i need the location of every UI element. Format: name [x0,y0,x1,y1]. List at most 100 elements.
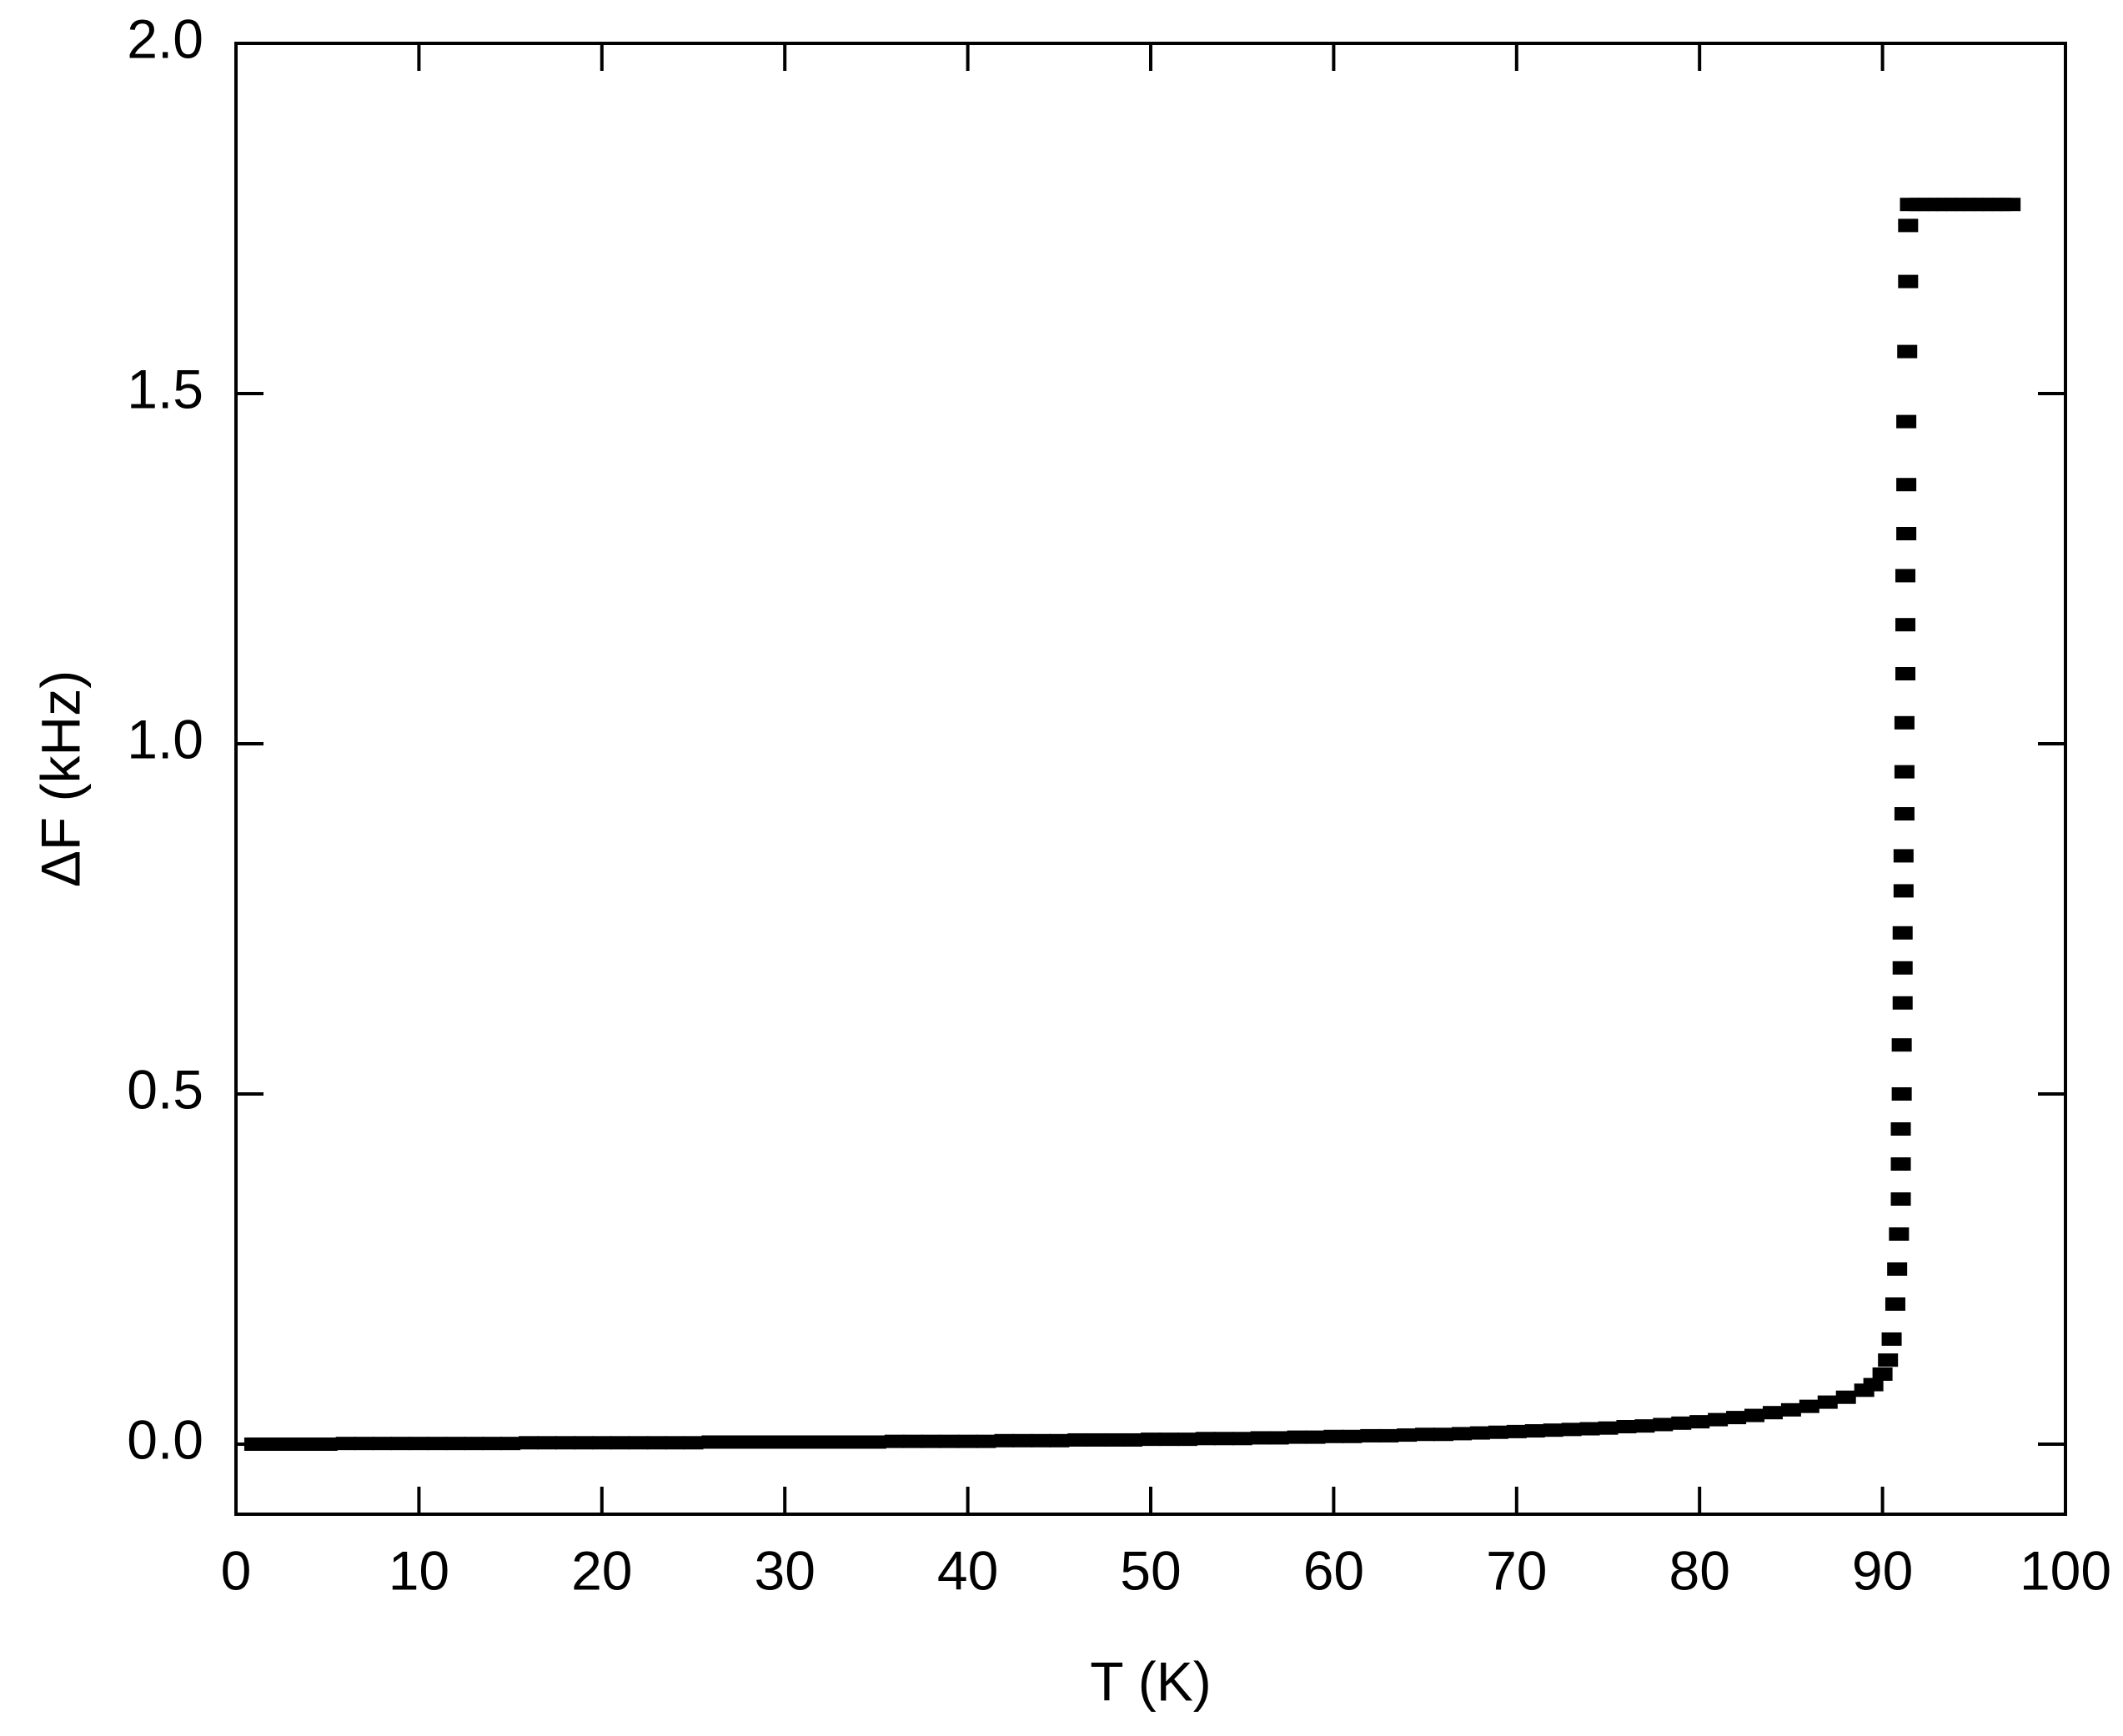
x-tick-label: 40 [937,1539,998,1601]
data-point [1415,1427,1436,1442]
x-tick-label: 100 [2020,1539,2111,1601]
data-point [1895,569,1916,583]
data-point [610,1436,630,1450]
data-point [591,1436,612,1450]
data-point [1158,1432,1179,1447]
data-point [1561,1422,1582,1437]
data-point [1881,1332,1902,1346]
data-point [1543,1423,1563,1437]
y-axis-label: ΔF (kHz) [29,670,91,887]
data-point [1671,1416,1692,1430]
data-point [2000,198,2021,212]
x-tick-label: 10 [389,1539,449,1601]
data-point [1012,1433,1033,1448]
data-point [1195,1432,1216,1446]
data-point [555,1436,575,1450]
y-tick-label: 1.5 [127,358,203,419]
data-point [994,1433,1015,1448]
data-point [1895,618,1916,632]
data-point [1689,1415,1710,1429]
data-point [1122,1432,1143,1447]
data-point [1892,996,1913,1010]
data-point [1305,1430,1326,1444]
data-point [243,1437,264,1451]
data-point [1890,1122,1911,1136]
data-point [1726,1411,1747,1425]
data-point [1397,1428,1418,1442]
data-point [1891,1087,1912,1101]
x-tick-label: 90 [1852,1539,1913,1601]
x-tick-label: 20 [571,1539,632,1601]
data-point [866,1435,886,1449]
data-point [335,1437,356,1451]
data-point [756,1435,777,1449]
data-point [1892,926,1913,940]
data-point [427,1437,448,1451]
data-point [1232,1432,1252,1446]
data-point [830,1435,851,1449]
data-point [1863,1377,1884,1392]
data-point [1067,1432,1088,1447]
data-point [902,1434,923,1448]
data-point [445,1437,466,1451]
data-point [720,1435,740,1449]
y-tick-label: 0.0 [127,1408,203,1470]
data-point [1890,1157,1911,1171]
data-point [646,1436,667,1450]
data-point [536,1436,557,1450]
data-point [847,1435,868,1449]
data-point [1872,1367,1893,1381]
x-axis-label: T (K) [1090,1650,1211,1712]
x-tick-label: 60 [1303,1539,1364,1601]
data-point [372,1437,393,1451]
data-point [1894,715,1915,730]
data-point [1213,1432,1234,1446]
data-point [1896,414,1917,429]
data-point [1890,1192,1911,1206]
data-point [1616,1420,1637,1433]
data-point [1835,1390,1856,1404]
data-point [665,1436,685,1450]
data-point [1893,849,1914,863]
data-point [464,1437,484,1451]
data-point [775,1435,795,1449]
data-point [1744,1408,1765,1422]
data-point [573,1436,594,1450]
data-point [500,1437,521,1451]
data-point [1104,1432,1125,1447]
data-point [519,1436,540,1450]
data-point [482,1437,503,1451]
data-point [1378,1428,1399,1442]
data-point [1887,1262,1908,1276]
data-point [1893,884,1914,898]
y-tick-label: 2.0 [127,8,203,69]
x-tick-label: 0 [221,1539,252,1601]
data-point [1342,1429,1363,1443]
data-point [738,1435,759,1449]
data-point [1898,274,1919,288]
data-point [1762,1406,1783,1420]
data-point [1891,1038,1912,1052]
data-point [1885,1297,1905,1311]
data-point [1892,961,1913,975]
data-point [1896,478,1917,492]
data-point [280,1437,301,1451]
data-point [1634,1419,1655,1433]
data-point [884,1434,905,1448]
data-point [1250,1431,1271,1445]
data-point [1287,1430,1307,1444]
data-point [390,1437,411,1451]
data-point [1323,1429,1344,1443]
data-point [811,1435,832,1449]
data-point [628,1436,649,1450]
data-point [793,1435,814,1449]
data-point [701,1435,722,1449]
data-point [1086,1432,1107,1447]
data-point [409,1437,429,1451]
data-point [1653,1417,1674,1432]
data-point [1268,1431,1289,1445]
data-point [354,1437,374,1451]
data-point [317,1437,338,1451]
data-point [1488,1425,1508,1439]
